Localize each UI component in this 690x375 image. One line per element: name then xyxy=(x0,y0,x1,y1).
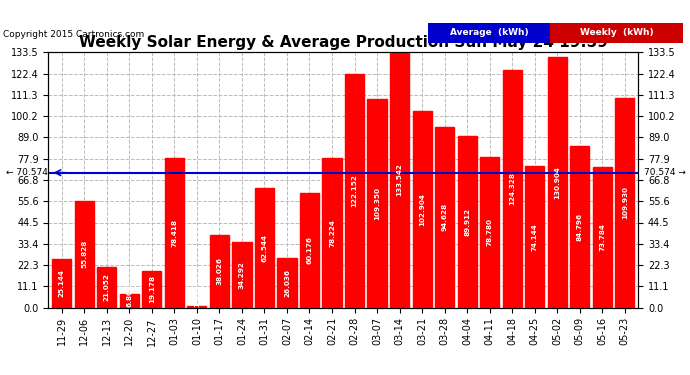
Bar xyxy=(457,136,477,308)
Bar xyxy=(435,127,454,308)
Bar xyxy=(413,111,432,308)
Text: 38.026: 38.026 xyxy=(217,257,222,285)
Bar xyxy=(52,260,71,308)
Text: 62.544: 62.544 xyxy=(262,234,268,262)
Text: 124.328: 124.328 xyxy=(509,172,515,205)
Bar xyxy=(165,158,184,308)
Text: 34.292: 34.292 xyxy=(239,261,245,289)
Text: 60.176: 60.176 xyxy=(306,236,313,264)
Text: 6.808: 6.808 xyxy=(126,284,132,306)
Text: 25.144: 25.144 xyxy=(59,270,65,297)
Bar xyxy=(210,235,229,308)
Text: 78.780: 78.780 xyxy=(486,218,493,246)
Bar xyxy=(502,70,522,308)
Bar xyxy=(428,22,551,43)
Text: 55.828: 55.828 xyxy=(81,240,88,268)
Text: 89.912: 89.912 xyxy=(464,208,470,236)
Text: 78.418: 78.418 xyxy=(171,219,177,247)
Text: 1.030: 1.030 xyxy=(194,284,200,306)
Bar xyxy=(570,146,589,308)
Bar xyxy=(188,306,206,308)
Text: Average  (kWh): Average (kWh) xyxy=(450,28,529,38)
Text: 122.152: 122.152 xyxy=(351,174,357,207)
Bar xyxy=(345,74,364,307)
Bar xyxy=(525,166,544,308)
Text: Weekly  (kWh): Weekly (kWh) xyxy=(580,28,653,38)
Bar xyxy=(120,294,139,307)
Text: 130.904: 130.904 xyxy=(554,166,560,199)
Bar xyxy=(255,188,274,308)
Bar xyxy=(233,242,252,308)
Bar xyxy=(615,98,634,308)
Bar xyxy=(480,157,499,308)
Bar xyxy=(551,22,683,43)
Text: 94.628: 94.628 xyxy=(442,203,448,231)
Bar xyxy=(368,99,386,308)
Text: Copyright 2015 Cartronics.com: Copyright 2015 Cartronics.com xyxy=(3,30,145,39)
Bar xyxy=(142,271,161,308)
Text: 109.930: 109.930 xyxy=(622,186,628,219)
Text: 26.036: 26.036 xyxy=(284,268,290,297)
Bar xyxy=(277,258,297,307)
Text: 78.224: 78.224 xyxy=(329,219,335,247)
Bar xyxy=(300,192,319,308)
Text: 70.574 →: 70.574 → xyxy=(644,168,686,177)
Text: ← 70.574: ← 70.574 xyxy=(6,168,48,177)
Text: 19.178: 19.178 xyxy=(149,275,155,303)
Title: Weekly Solar Energy & Average Production Sun May 24 19:59: Weekly Solar Energy & Average Production… xyxy=(79,35,608,50)
Text: 133.542: 133.542 xyxy=(397,164,402,196)
Text: 21.052: 21.052 xyxy=(104,273,110,302)
Text: 74.144: 74.144 xyxy=(532,223,538,251)
Text: 102.904: 102.904 xyxy=(419,193,425,226)
Bar xyxy=(97,267,117,308)
Bar xyxy=(75,201,94,308)
Text: 73.784: 73.784 xyxy=(599,223,605,251)
Bar xyxy=(390,53,409,308)
Text: 109.350: 109.350 xyxy=(374,187,380,220)
Text: 84.796: 84.796 xyxy=(577,213,583,241)
Bar xyxy=(322,158,342,308)
Bar xyxy=(548,57,566,308)
Bar xyxy=(593,166,612,308)
